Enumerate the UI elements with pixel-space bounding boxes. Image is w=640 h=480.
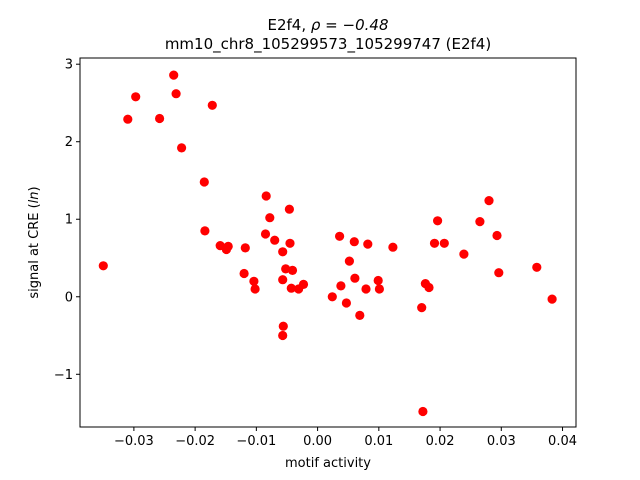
data-point — [459, 249, 469, 259]
chart-title-line1: E2f4, ρ = −0.48 — [268, 16, 389, 34]
y-tick-label: 3 — [65, 58, 73, 73]
y-tick-label: −1 — [54, 368, 73, 383]
data-point — [336, 281, 346, 291]
data-point — [355, 310, 365, 320]
data-point — [260, 229, 271, 239]
data-point — [278, 275, 288, 285]
data-point — [131, 92, 141, 102]
data-point — [475, 217, 485, 227]
data-point — [429, 238, 440, 248]
data-point — [363, 239, 373, 249]
x-tick-label: 0.02 — [426, 434, 455, 449]
data-point — [484, 196, 494, 206]
data-point — [417, 303, 427, 313]
x-tick-label: 0.00 — [303, 434, 332, 449]
chart-title-prefix: E2f4, — [268, 16, 311, 34]
y-axis-label-suffix: ) — [27, 186, 42, 191]
data-point — [270, 235, 280, 245]
data-point — [199, 177, 209, 187]
data-point — [171, 89, 181, 99]
data-point — [349, 237, 359, 247]
data-point — [341, 298, 351, 308]
data-point — [155, 113, 165, 124]
data-point — [285, 238, 295, 248]
data-point — [344, 256, 354, 266]
x-tick-label: −0.02 — [175, 434, 215, 449]
data-point — [532, 262, 542, 272]
x-tick-label: −0.03 — [114, 434, 154, 449]
data-point — [223, 241, 233, 251]
y-tick-label: 2 — [65, 135, 73, 150]
data-point — [418, 406, 428, 417]
x-tick-label: −0.01 — [236, 434, 276, 449]
data-point — [98, 261, 108, 271]
chart-title-rho: ρ = −0.48 — [311, 16, 389, 34]
data-point — [123, 114, 133, 124]
data-point — [278, 247, 288, 257]
data-point — [200, 226, 210, 236]
data-point — [374, 284, 384, 294]
data-point — [492, 230, 502, 241]
x-tick-label: 0.04 — [548, 434, 577, 449]
x-tick-label: 0.01 — [364, 434, 393, 449]
data-point — [207, 100, 217, 110]
y-tick-label: 1 — [65, 213, 73, 228]
data-point — [169, 70, 179, 80]
data-point — [298, 279, 309, 289]
data-point — [261, 191, 271, 201]
data-point — [250, 284, 260, 294]
chart-title-line2: mm10_chr8_105299573_105299747 (E2f4) — [165, 35, 491, 54]
data-point — [177, 143, 187, 153]
data-point — [327, 292, 337, 302]
x-tick-label: 0.03 — [487, 434, 516, 449]
x-axis-ticks: −0.03 −0.02 −0.01 0.00 0.01 0.02 0.03 0.04 — [114, 427, 577, 449]
x-axis-label: motif activity — [285, 456, 371, 471]
plot-frame — [79, 57, 577, 428]
data-points — [98, 70, 557, 417]
data-point — [265, 213, 275, 223]
y-axis-ticks: −1 0 1 2 3 — [54, 58, 80, 383]
y-tick-label: 0 — [65, 290, 73, 305]
data-point — [286, 283, 296, 293]
data-point — [278, 321, 288, 331]
data-point — [278, 330, 288, 341]
y-axis-label-italic: ln — [27, 191, 42, 203]
data-point — [284, 204, 294, 214]
y-axis-label-prefix: signal at CRE ( — [27, 203, 42, 298]
data-point — [439, 238, 449, 248]
data-point — [240, 243, 250, 253]
data-point — [350, 273, 360, 283]
data-point — [494, 268, 504, 278]
y-axis-label: signal at CRE (ln) — [27, 186, 42, 298]
data-point — [388, 242, 398, 252]
data-point — [239, 268, 249, 279]
data-point — [373, 275, 383, 286]
data-point — [287, 265, 298, 275]
data-point — [335, 231, 345, 241]
data-point — [433, 216, 443, 226]
data-point — [361, 284, 371, 294]
data-point — [424, 282, 434, 293]
data-point — [547, 294, 557, 304]
data-point — [249, 276, 259, 286]
